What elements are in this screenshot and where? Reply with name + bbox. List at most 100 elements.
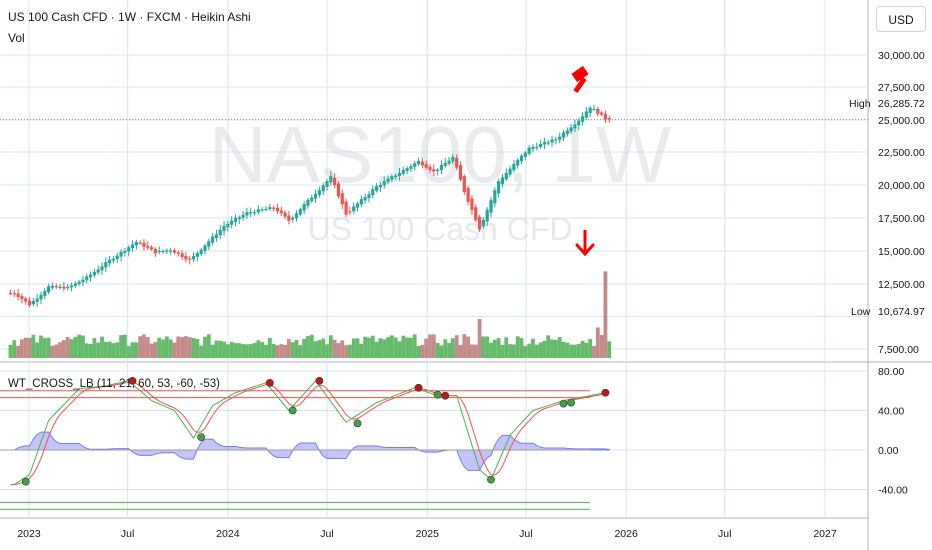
volume-bar: [130, 342, 135, 358]
volume-bar: [92, 338, 97, 358]
volume-bar: [206, 334, 211, 358]
candlestick-series: [8, 105, 611, 308]
candle-body: [275, 207, 280, 212]
volume-bar: [523, 346, 528, 358]
candle-body: [138, 242, 142, 244]
volume-bar: [23, 337, 28, 358]
candle-body: [378, 184, 383, 188]
volume-bar: [302, 338, 307, 358]
candle-body: [519, 155, 524, 162]
currency-button[interactable]: USD: [876, 6, 926, 32]
candle-body: [363, 197, 367, 201]
price-tick-label: 27,500.00: [878, 82, 925, 94]
candle-body: [371, 189, 375, 196]
candle-body: [336, 183, 341, 197]
candle-body: [554, 139, 558, 141]
candle-body: [470, 198, 474, 211]
candle-body: [207, 241, 211, 247]
candle-body: [272, 207, 276, 209]
candle-body: [8, 293, 13, 295]
volume-bar: [519, 338, 524, 358]
candle-body: [447, 160, 451, 164]
volume-bar: [126, 346, 131, 358]
oscillator-legend[interactable]: WT_CROSS_LB (11, 21, 60, 53, -60, -53): [8, 378, 220, 390]
candle-body: [577, 120, 581, 126]
volume-bar: [39, 335, 43, 358]
volume-bar: [283, 344, 287, 358]
volume-bar: [325, 344, 329, 358]
volume-bar: [245, 344, 249, 358]
time-tick-label: 2026: [614, 528, 638, 540]
volume-bar: [46, 337, 51, 358]
volume-bar: [420, 344, 425, 358]
candle-body: [47, 286, 51, 293]
volume-bar: [458, 344, 463, 358]
candle-body: [573, 124, 577, 129]
candle-body: [146, 245, 150, 248]
candle-body: [283, 212, 287, 217]
volume-bar: [565, 342, 570, 358]
candle-body: [443, 162, 447, 167]
wt1-line: [10, 380, 610, 486]
volume-legend[interactable]: Vol: [8, 31, 25, 45]
symbol-title[interactable]: US 100 Cash CFD · 1W · FXCM · Heikin Ash…: [8, 10, 251, 24]
candle-body: [333, 177, 337, 186]
candle-body: [462, 176, 466, 193]
volume-bar: [584, 342, 589, 358]
candle-body: [58, 286, 62, 288]
cross-dot: [559, 399, 568, 408]
candle-body: [111, 258, 116, 261]
candle-body: [16, 293, 20, 298]
volume-bar: [405, 337, 410, 358]
volume-bar: [515, 336, 520, 358]
candle-body: [115, 255, 119, 260]
volume-bar: [115, 342, 120, 358]
time-tick-label: Jul: [320, 528, 333, 540]
candle-body: [352, 206, 356, 212]
price-tick-label: 20,000.00: [878, 180, 925, 192]
candle-body: [96, 269, 100, 273]
volume-bar: [531, 338, 535, 358]
volume-bar: [84, 343, 89, 358]
volume-bar: [27, 337, 32, 358]
volume-bar: [435, 342, 440, 358]
volume-bar: [54, 344, 59, 358]
candle-body: [382, 181, 386, 186]
candle-body: [256, 209, 260, 213]
annotations: [571, 65, 595, 257]
volume-bar: [534, 344, 539, 358]
candle-body: [325, 181, 329, 187]
candle-body: [432, 169, 436, 172]
cross-dot: [567, 398, 576, 407]
volume-bar: [603, 271, 608, 358]
candle-body: [287, 215, 291, 221]
volume-bar: [271, 343, 276, 358]
volume-bar: [35, 342, 40, 358]
volume-bar: [100, 336, 104, 358]
cross-dot: [441, 391, 450, 400]
candle-body: [298, 209, 302, 215]
volume-bar: [409, 337, 413, 358]
candle-body: [20, 296, 24, 300]
volume-bar: [382, 339, 387, 358]
price-axis[interactable]: 30,000.00 27,500.00 25,000.00 22,500.00 20,0…: [878, 50, 925, 497]
volume-bar: [180, 337, 184, 358]
candle-body: [88, 274, 93, 278]
cross-dot: [315, 376, 324, 385]
candle-body: [310, 197, 314, 202]
time-axis[interactable]: 2023 Jul 2024 Jul 2025 Jul 2026 Jul 2027: [17, 528, 837, 540]
candle-body: [268, 207, 272, 210]
volume-bar: [168, 339, 173, 358]
volume-bar: [279, 344, 284, 358]
hammer-head-icon: [571, 65, 589, 83]
candle-body: [313, 193, 318, 199]
volume-bar: [431, 334, 436, 358]
candle-body: [73, 283, 77, 287]
candle-body: [142, 242, 146, 247]
time-tick-label: Jul: [121, 528, 134, 540]
cross-dot: [414, 383, 423, 392]
volume-bar: [134, 342, 139, 358]
oscillator-tick-label: 80.00: [878, 366, 904, 378]
